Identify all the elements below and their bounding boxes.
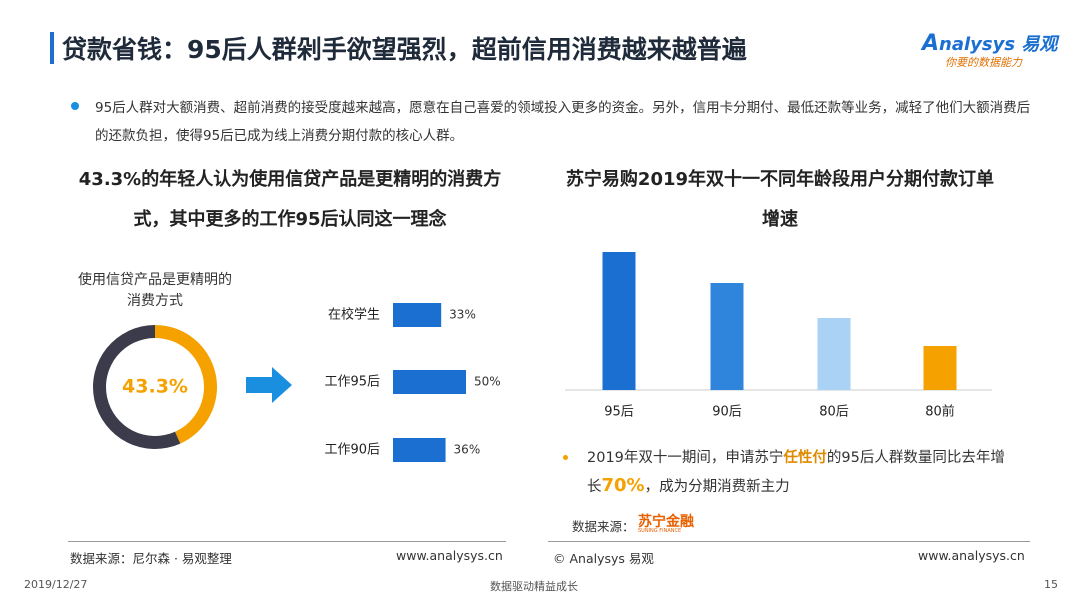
source-logo: 苏宁金融	[638, 514, 694, 530]
donut-slice	[155, 325, 217, 444]
note-text: ，成为分期消费新主力	[644, 479, 790, 495]
note-highlight: 任性付	[783, 450, 827, 466]
source: 数据来源：尼尔森 · 易观整理	[70, 551, 232, 566]
bullet-dot	[71, 102, 79, 110]
note: 2019年双十一期间，申请苏宁任性付的95后人群数量同比去年增长70%，成为分期…	[587, 444, 1017, 501]
note-text: 的95后人群数量同比去年增长	[587, 450, 1005, 495]
bar	[602, 252, 636, 390]
arrow	[246, 367, 292, 403]
x-tick-label: 80前	[925, 404, 955, 420]
logo-initial: A	[922, 31, 940, 56]
value-label: 50%	[474, 375, 501, 389]
source-logo-en: SUNING FINANCE	[638, 528, 682, 534]
note-text: 2019年双十一期间，申请苏宁	[587, 450, 784, 466]
x-tick-label: 90后	[712, 405, 742, 420]
bar	[393, 370, 466, 394]
bar	[923, 346, 957, 390]
bar	[393, 303, 442, 327]
donut-title: 使用信贷产品是更精明的消费方式	[78, 272, 232, 309]
y-tick-label: 工作95后	[324, 375, 380, 390]
page-number: 15	[1044, 578, 1058, 591]
x-tick-label: 80后	[819, 405, 849, 420]
url: www.analysys.cn	[396, 548, 503, 563]
y-tick-label: 工作90后	[324, 443, 380, 458]
url: www.analysys.cn	[918, 548, 1025, 563]
donut-center-label: 43.3%	[122, 376, 188, 398]
logo: Analysys 易观	[922, 30, 1057, 56]
title-bar	[50, 32, 54, 64]
y-tick-label: 在校学生	[328, 307, 380, 323]
right-heading: 苏宁易购2019年双十一不同年龄段用户分期付款订单增速	[565, 169, 995, 230]
value-label: 33%	[449, 308, 476, 322]
value-label: 36%	[454, 443, 481, 457]
footer-date: 2019/12/27	[24, 578, 88, 591]
left-heading: 43.3%的年轻人认为使用信贷产品是更精明的消费方式，其中更多的工作95后认同这…	[78, 169, 502, 230]
title: 贷款省钱：95后人群剁手欲望强烈，超前信用消费越来越普遍	[62, 35, 747, 64]
footer-slogan: 数据驱动精益成长	[490, 580, 578, 593]
bar	[817, 318, 851, 390]
donut-slice	[92, 325, 181, 450]
divider	[68, 541, 506, 542]
divider	[548, 541, 1030, 542]
bar	[393, 438, 446, 462]
bullet-text: 95后人群对大额消费、超前消费的接受度越来越高，愿意在自己喜爱的领域投入更多的资…	[95, 100, 1031, 144]
bar	[710, 283, 744, 390]
copyright: © Analysys 易观	[553, 551, 654, 566]
note-dot	[563, 455, 568, 460]
tagline: 你要的数据能力	[945, 56, 1022, 69]
note-highlight: 70%	[601, 475, 645, 496]
logo-text: nalysys 易观	[939, 34, 1058, 55]
source: 数据来源：	[572, 519, 635, 534]
x-tick-label: 95后	[604, 405, 634, 420]
